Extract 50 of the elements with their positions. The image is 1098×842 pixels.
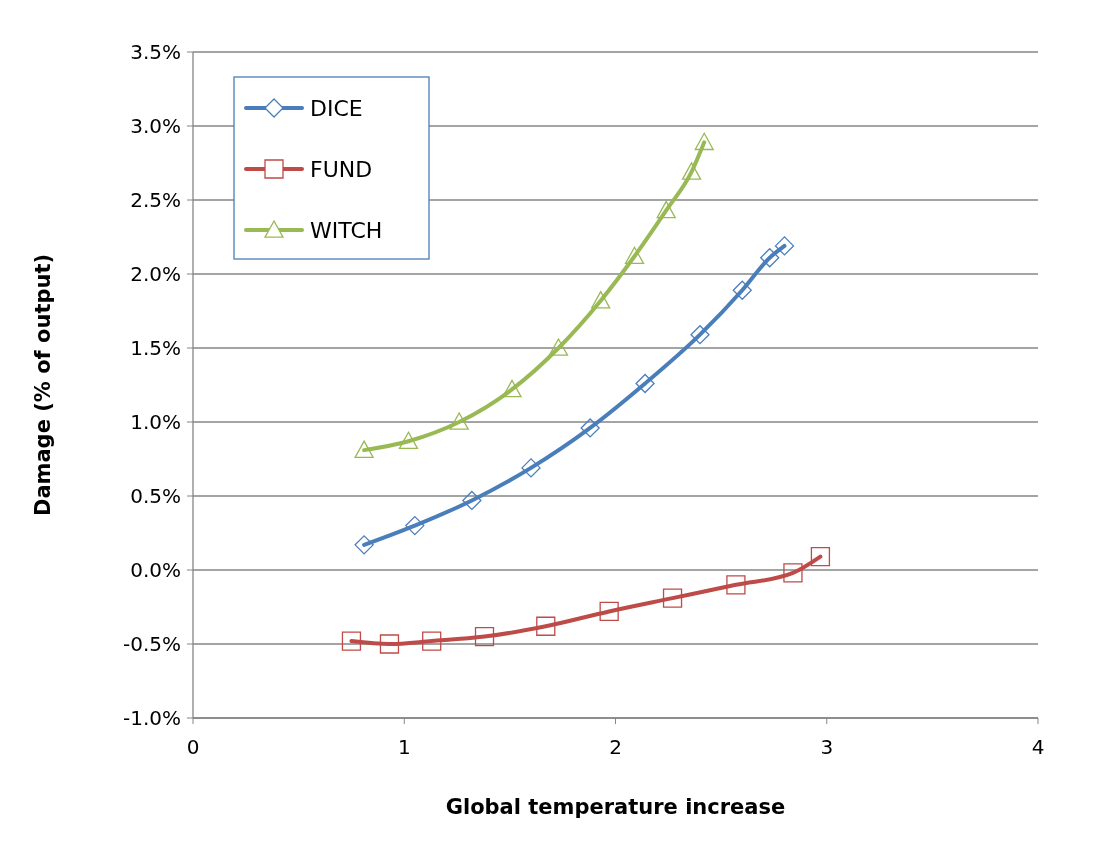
point: [810, 547, 831, 567]
y-tick-label: 2.5%: [130, 188, 181, 212]
point: [536, 616, 556, 636]
y-tick-label: 0.5%: [130, 484, 181, 508]
x-axis-title: Global temperature increase: [445, 795, 786, 819]
point: [354, 440, 374, 458]
point: [521, 458, 541, 478]
point: [599, 601, 619, 622]
point: [398, 431, 419, 450]
point: [662, 588, 683, 608]
y-tick-label: 1.5%: [130, 336, 181, 360]
y-tick-label: 0.0%: [130, 558, 181, 582]
point: [502, 379, 522, 398]
point: [726, 575, 746, 595]
legend-label: WITCH: [310, 217, 383, 243]
point: [548, 338, 569, 356]
point: [694, 132, 714, 151]
x-tick-label: 4: [1031, 735, 1045, 759]
y-tick-label: -0.5%: [122, 632, 181, 656]
point: [690, 325, 710, 345]
point: [354, 535, 374, 555]
point: [474, 626, 495, 647]
legend-label: FUND: [310, 156, 373, 182]
legend-label: DICE: [310, 95, 363, 121]
y-tick-label: -1.0%: [122, 706, 181, 730]
point: [624, 246, 645, 265]
point: [760, 248, 780, 268]
point: [774, 236, 795, 256]
point: [341, 631, 362, 651]
point: [422, 631, 442, 651]
x-tick-label: 3: [820, 735, 834, 759]
point: [379, 634, 400, 654]
y-axis-title: Damage (% of output): [31, 253, 55, 517]
point: [449, 412, 469, 430]
point: [783, 563, 803, 583]
y-tick-label: 3.5%: [130, 40, 181, 64]
y-tick-label: 3.0%: [130, 114, 181, 138]
point: [732, 280, 752, 300]
point: [656, 200, 676, 219]
point: [580, 418, 600, 438]
y-tick-label: 2.0%: [130, 262, 181, 286]
y-tick-label: 1.0%: [130, 410, 181, 434]
x-tick-label: 1: [397, 735, 411, 759]
point: [591, 290, 611, 309]
point: [681, 162, 702, 180]
x-tick-label: 2: [609, 735, 622, 759]
x-tick-label: 0: [186, 735, 200, 759]
point: [405, 515, 425, 536]
point: [635, 373, 655, 394]
point: [462, 490, 482, 511]
